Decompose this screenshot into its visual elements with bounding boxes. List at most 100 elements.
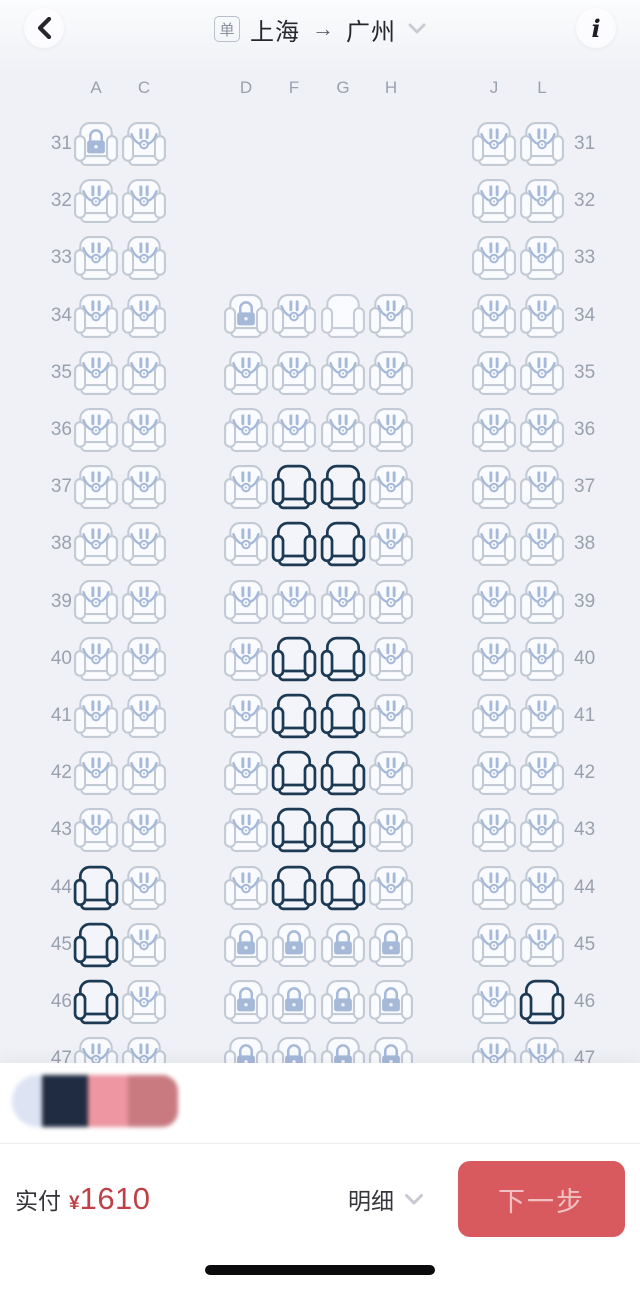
occupied-person-icon xyxy=(82,757,110,779)
available-seat-icon xyxy=(320,464,366,510)
seat-46A[interactable] xyxy=(73,979,119,1025)
row-label-right-39: 39 xyxy=(574,590,596,612)
seat-41F[interactable] xyxy=(271,693,317,739)
seat-39F xyxy=(271,579,317,625)
occupied-person-icon xyxy=(82,242,110,264)
occupied-seat-icon xyxy=(74,751,118,796)
occupied-seat-icon xyxy=(520,1037,564,1063)
occupied-person-icon xyxy=(480,300,508,321)
seat-45A[interactable] xyxy=(73,922,119,968)
seat-45F xyxy=(271,922,317,968)
chevron-down-icon xyxy=(405,1193,423,1204)
seat-37F[interactable] xyxy=(271,464,317,510)
occupied-person-icon xyxy=(280,357,308,379)
occupied-person-icon xyxy=(480,185,508,207)
occupied-seat-icon xyxy=(122,179,166,224)
occupied-person-icon xyxy=(82,528,110,550)
occupied-person-icon xyxy=(528,242,556,264)
seat-40C xyxy=(121,636,167,682)
occupied-seat-icon xyxy=(122,236,166,281)
row-label-left-47: 47 xyxy=(50,1048,72,1063)
occupied-person-icon xyxy=(130,872,158,893)
occupied-person-icon xyxy=(377,872,405,893)
seat-31A xyxy=(73,121,119,167)
seat-44F[interactable] xyxy=(271,865,317,911)
occupied-seat-icon xyxy=(472,694,516,738)
footer-bar: 实付 ¥ 1610 明细 下一步 xyxy=(0,1144,640,1254)
route-title[interactable]: 单 上海 → 广州 xyxy=(0,0,640,58)
seat-41G[interactable] xyxy=(320,693,366,739)
row-label-right-40: 40 xyxy=(574,647,596,669)
open-seat-icon xyxy=(321,293,365,338)
seat-40J xyxy=(471,636,517,682)
locked-seat-icon xyxy=(369,980,413,1024)
occupied-person-icon xyxy=(329,357,357,379)
seat-34A xyxy=(73,293,119,339)
occupied-person-icon xyxy=(480,872,508,893)
seat-33A xyxy=(73,235,119,281)
occupied-person-icon xyxy=(480,1043,508,1063)
locked-seat-icon xyxy=(224,980,268,1024)
seat-44A[interactable] xyxy=(73,865,119,911)
seat-46F xyxy=(271,979,317,1025)
seat-38G[interactable] xyxy=(320,521,366,567)
seat-40G[interactable] xyxy=(320,636,366,682)
occupied-person-icon xyxy=(232,643,260,665)
occupied-seat-icon xyxy=(520,922,564,967)
next-step-button[interactable]: 下一步 xyxy=(458,1161,625,1237)
lock-icon xyxy=(334,1044,352,1063)
seat-38F[interactable] xyxy=(271,521,317,567)
home-indicator[interactable] xyxy=(205,1265,435,1275)
occupied-person-icon xyxy=(528,586,556,607)
column-header-C: C xyxy=(137,78,151,97)
occupied-person-icon xyxy=(528,528,556,550)
column-header-F: F xyxy=(288,78,300,97)
seat-46L[interactable] xyxy=(519,979,565,1025)
occupied-person-icon xyxy=(329,414,357,436)
occupied-seat-icon xyxy=(369,808,413,853)
occupied-person-icon xyxy=(480,357,508,379)
occupied-seat-icon xyxy=(520,865,564,910)
row-label-left-32: 32 xyxy=(50,190,72,212)
occupied-seat-icon xyxy=(369,465,413,510)
seat-43L xyxy=(519,807,565,853)
seat-47A xyxy=(73,1036,119,1063)
bottom-sheet: 实付 ¥ 1610 明细 下一步 xyxy=(0,1063,640,1295)
seat-34G[interactable] xyxy=(320,293,366,339)
row-label-left-37: 37 xyxy=(50,476,72,498)
occupied-person-icon xyxy=(377,471,405,493)
currency-symbol: ¥ xyxy=(69,1193,80,1214)
occupied-person-icon xyxy=(130,814,158,836)
seat-42L xyxy=(519,750,565,796)
occupied-person-icon xyxy=(480,929,508,951)
seat-39L xyxy=(519,579,565,625)
column-header-L: L xyxy=(537,78,547,97)
occupied-seat-icon xyxy=(224,579,268,624)
legend-swatch xyxy=(128,1075,178,1127)
seat-44H xyxy=(368,865,414,911)
seat-47C xyxy=(121,1036,167,1063)
seat-37H xyxy=(368,464,414,510)
seat-47L xyxy=(519,1036,565,1063)
detail-toggle[interactable]: 明细 xyxy=(348,1182,424,1216)
seat-42G[interactable] xyxy=(320,750,366,796)
locked-seat-icon xyxy=(224,922,268,967)
occupied-person-icon xyxy=(232,700,260,722)
occupied-seat-icon xyxy=(369,522,413,567)
seat-42F[interactable] xyxy=(271,750,317,796)
seat-43G[interactable] xyxy=(320,807,366,853)
seat-43F[interactable] xyxy=(271,807,317,853)
occupied-person-icon xyxy=(377,414,405,436)
seat-37G[interactable] xyxy=(320,464,366,510)
occupied-person-icon xyxy=(480,414,508,436)
seat-38A xyxy=(73,521,119,567)
info-button[interactable]: i xyxy=(576,8,616,48)
info-icon: i xyxy=(591,13,601,43)
seat-37A xyxy=(73,464,119,510)
seat-44G[interactable] xyxy=(320,865,366,911)
row-label-right-41: 41 xyxy=(574,705,596,726)
seat-41L xyxy=(519,693,565,739)
available-seat-icon xyxy=(320,750,366,796)
seat-40F[interactable] xyxy=(271,636,317,682)
chevron-down-icon xyxy=(408,23,426,34)
